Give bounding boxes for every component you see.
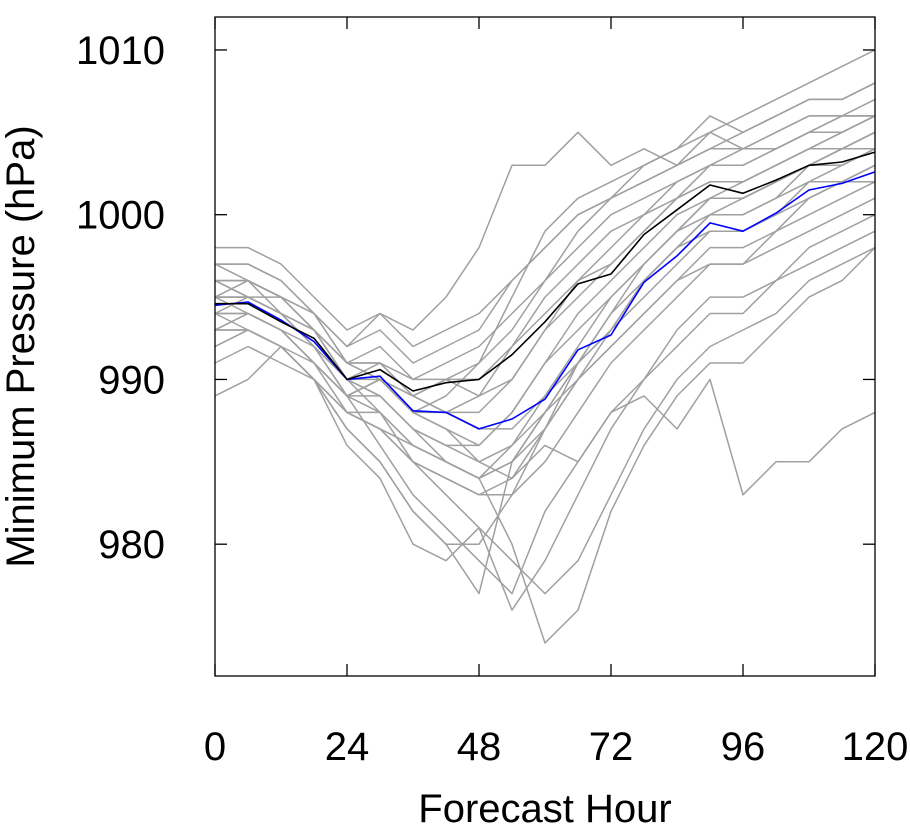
- y-tick-label: 1000: [76, 194, 165, 238]
- member-line-13: [215, 115, 876, 414]
- x-tick-label: 48: [457, 725, 502, 769]
- member-line-17: [215, 230, 876, 595]
- member-line-26: [215, 115, 876, 414]
- member-line-14: [214, 246, 876, 595]
- y-tick-label: 980: [98, 523, 165, 567]
- y-axis-label: Minimum Pressure (hPa): [0, 125, 43, 567]
- tick-labels: 0 24 48 72 96 120 980 990 1000 1010: [76, 29, 908, 769]
- member-line-24: [215, 115, 875, 397]
- axis-ticks: [214, 17, 876, 676]
- y-tick-label: 1010: [76, 29, 165, 73]
- member-line-1: [215, 131, 876, 397]
- member-line-9: [214, 214, 876, 611]
- y-tick-label: 990: [98, 358, 165, 402]
- member-line-20: [214, 115, 875, 397]
- member-line-10: [214, 49, 876, 348]
- series-line-2: [215, 151, 876, 392]
- x-tick-label: 72: [589, 725, 634, 769]
- member-line-2: [215, 164, 876, 447]
- member-line-18: [214, 279, 876, 496]
- x-tick-label: 96: [721, 725, 766, 769]
- member-line-6: [214, 181, 875, 430]
- member-line-5: [214, 98, 876, 414]
- x-tick-label: 24: [325, 725, 370, 769]
- highlight-series: [214, 151, 876, 430]
- x-axis-label: Forecast Hour: [418, 787, 671, 827]
- ensemble-members: [214, 49, 876, 644]
- x-tick-label: 0: [204, 725, 226, 769]
- x-tick-label: 120: [842, 725, 909, 769]
- plot-frame: [214, 16, 876, 677]
- member-line-25: [215, 181, 876, 496]
- series-line-1: [214, 171, 876, 430]
- member-line-16: [214, 197, 876, 595]
- member-line-19: [215, 82, 876, 348]
